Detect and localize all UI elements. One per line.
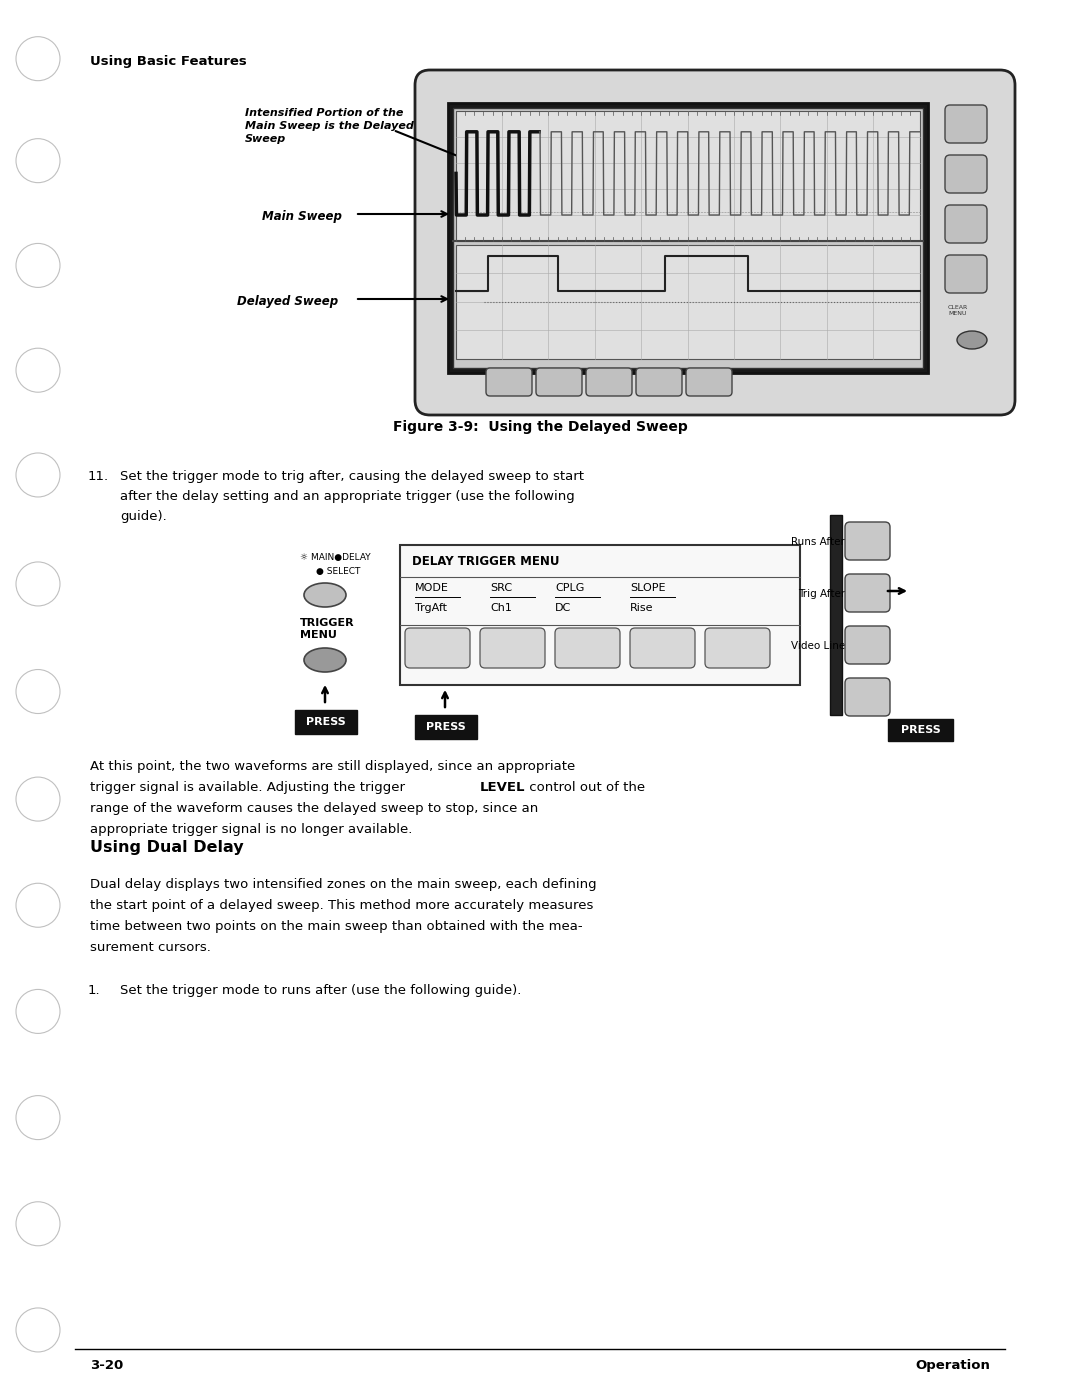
Text: Delayed Sweep: Delayed Sweep bbox=[237, 295, 338, 307]
FancyBboxPatch shape bbox=[405, 629, 470, 668]
Text: Trig After: Trig After bbox=[798, 590, 845, 599]
Text: Intensified Portion of the
Main Sweep is the Delayed
Sweep: Intensified Portion of the Main Sweep is… bbox=[245, 108, 414, 144]
FancyBboxPatch shape bbox=[845, 678, 890, 717]
FancyBboxPatch shape bbox=[415, 70, 1015, 415]
Text: PRESS: PRESS bbox=[427, 722, 465, 732]
Bar bbox=[888, 719, 953, 740]
Text: Video Line: Video Line bbox=[791, 641, 845, 651]
FancyBboxPatch shape bbox=[630, 629, 696, 668]
Bar bbox=[831, 515, 842, 715]
Text: the start point of a delayed sweep. This method more accurately measures: the start point of a delayed sweep. This… bbox=[90, 900, 593, 912]
Bar bbox=[456, 110, 920, 242]
Text: PRESS: PRESS bbox=[306, 717, 346, 726]
Text: PRESS: PRESS bbox=[901, 725, 941, 735]
Text: appropriate trigger signal is no longer available.: appropriate trigger signal is no longer … bbox=[90, 823, 413, 835]
Text: Runs After: Runs After bbox=[792, 536, 845, 548]
Text: Set the trigger mode to trig after, causing the delayed sweep to start: Set the trigger mode to trig after, caus… bbox=[120, 469, 584, 483]
Text: SLOPE: SLOPE bbox=[630, 583, 665, 592]
Text: Main Sweep: Main Sweep bbox=[262, 210, 342, 224]
FancyBboxPatch shape bbox=[845, 522, 890, 560]
Text: ● SELECT: ● SELECT bbox=[316, 567, 361, 576]
Text: TRIGGER
MENU: TRIGGER MENU bbox=[300, 617, 354, 640]
Ellipse shape bbox=[957, 331, 987, 349]
Bar bbox=[400, 545, 800, 685]
Text: SRC: SRC bbox=[490, 583, 512, 592]
FancyBboxPatch shape bbox=[945, 205, 987, 243]
Bar bbox=[456, 244, 920, 359]
Text: Figure 3-9:  Using the Delayed Sweep: Figure 3-9: Using the Delayed Sweep bbox=[393, 420, 687, 434]
Text: MODE: MODE bbox=[415, 583, 449, 592]
Text: ☼ MAIN●DELAY: ☼ MAIN●DELAY bbox=[300, 553, 370, 562]
Bar bbox=[295, 710, 357, 733]
FancyBboxPatch shape bbox=[945, 155, 987, 193]
Text: Operation: Operation bbox=[915, 1359, 990, 1372]
Text: DELAY TRIGGER MENU: DELAY TRIGGER MENU bbox=[411, 555, 559, 569]
Bar bbox=[415, 715, 477, 739]
Text: guide).: guide). bbox=[120, 510, 166, 522]
Text: Rise: Rise bbox=[630, 604, 653, 613]
Text: time between two points on the main sweep than obtained with the mea-: time between two points on the main swee… bbox=[90, 921, 582, 933]
Text: Ch1: Ch1 bbox=[490, 604, 512, 613]
FancyBboxPatch shape bbox=[536, 367, 582, 395]
FancyBboxPatch shape bbox=[845, 574, 890, 612]
FancyBboxPatch shape bbox=[686, 367, 732, 395]
FancyBboxPatch shape bbox=[586, 367, 632, 395]
FancyBboxPatch shape bbox=[705, 629, 770, 668]
Text: Dual delay displays two intensified zones on the main sweep, each defining: Dual delay displays two intensified zone… bbox=[90, 877, 596, 891]
Text: At this point, the two waveforms are still displayed, since an appropriate: At this point, the two waveforms are sti… bbox=[90, 760, 576, 773]
FancyBboxPatch shape bbox=[486, 367, 532, 395]
Text: Set the trigger mode to runs after (use the following guide).: Set the trigger mode to runs after (use … bbox=[120, 983, 522, 997]
Text: TrgAft: TrgAft bbox=[415, 604, 447, 613]
Text: after the delay setting and an appropriate trigger (use the following: after the delay setting and an appropria… bbox=[120, 490, 575, 503]
FancyBboxPatch shape bbox=[845, 626, 890, 664]
Text: DC: DC bbox=[555, 604, 571, 613]
Text: Using Dual Delay: Using Dual Delay bbox=[90, 840, 244, 855]
Bar bbox=[448, 103, 928, 373]
Text: control out of the: control out of the bbox=[525, 781, 645, 793]
Text: 1.: 1. bbox=[87, 983, 100, 997]
Text: LEVEL: LEVEL bbox=[480, 781, 526, 793]
FancyBboxPatch shape bbox=[636, 367, 681, 395]
Text: Using Basic Features: Using Basic Features bbox=[90, 54, 246, 68]
FancyBboxPatch shape bbox=[555, 629, 620, 668]
Text: 3-20: 3-20 bbox=[90, 1359, 123, 1372]
Text: CLEAR
MENU: CLEAR MENU bbox=[948, 305, 968, 316]
Text: 11.: 11. bbox=[87, 469, 109, 483]
Ellipse shape bbox=[303, 583, 346, 608]
FancyBboxPatch shape bbox=[480, 629, 545, 668]
Text: surement cursors.: surement cursors. bbox=[90, 942, 211, 954]
Ellipse shape bbox=[303, 648, 346, 672]
FancyBboxPatch shape bbox=[945, 105, 987, 142]
Text: trigger signal is available. Adjusting the trigger: trigger signal is available. Adjusting t… bbox=[90, 781, 409, 793]
Bar bbox=[453, 108, 923, 367]
Text: CPLG: CPLG bbox=[555, 583, 584, 592]
FancyBboxPatch shape bbox=[945, 256, 987, 293]
Text: range of the waveform causes the delayed sweep to stop, since an: range of the waveform causes the delayed… bbox=[90, 802, 538, 814]
